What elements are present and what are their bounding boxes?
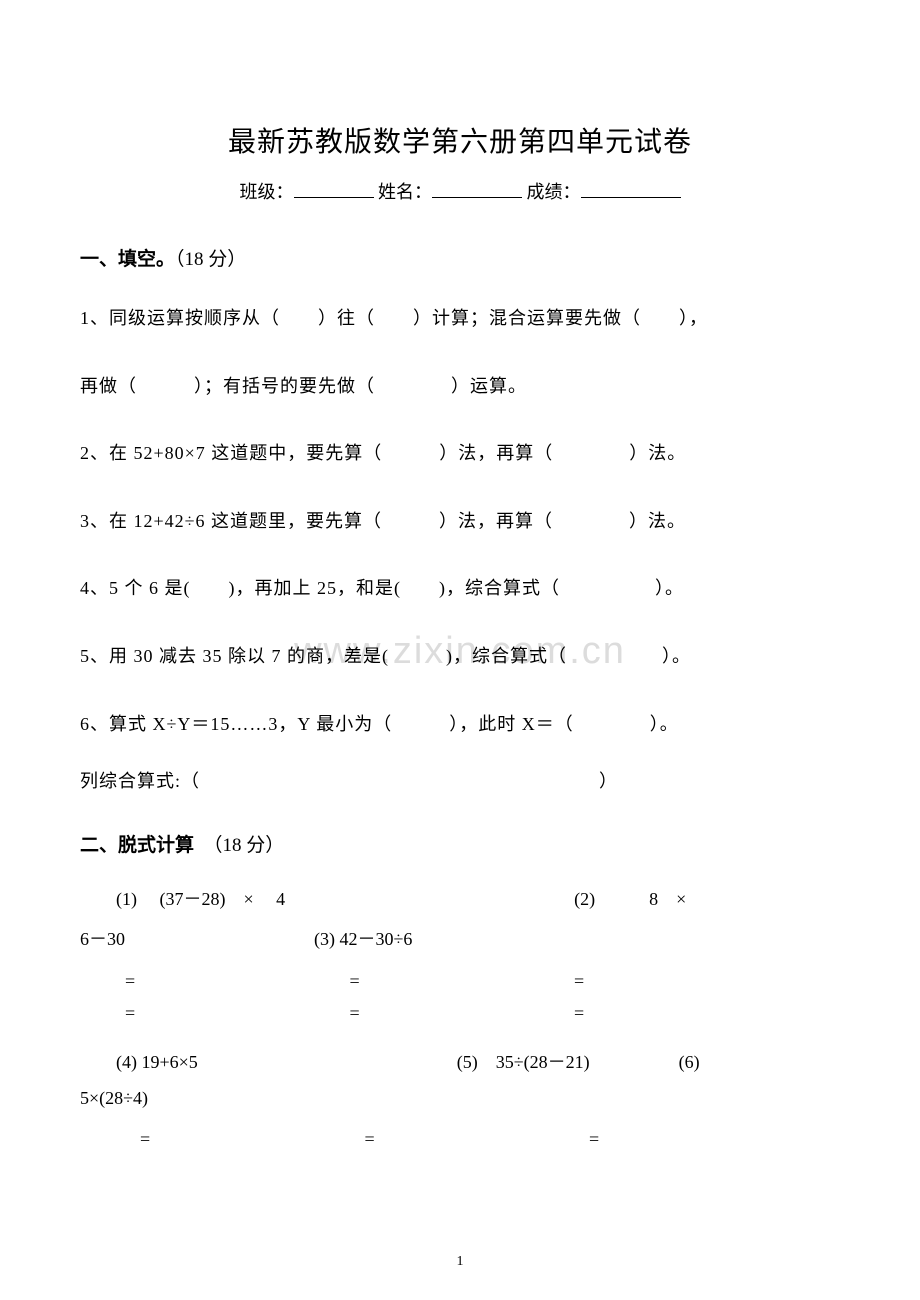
name-blank[interactable] [432, 178, 522, 198]
eq-1-1[interactable]: = [125, 965, 345, 997]
question-3: 3、在 12+42÷6 这道题里，要先算（ ）法，再算（ ）法。 [80, 502, 840, 542]
calc-row-4: 5×(28÷4) [80, 1088, 840, 1109]
score-blank[interactable] [581, 178, 681, 198]
student-info-line: 班级： 姓名： 成绩： [80, 178, 840, 204]
calc-row-1: (1) (37－28) × 4 (2) 8 × [80, 885, 840, 911]
eq-1-2[interactable]: = [350, 965, 570, 997]
section1-points: （18 分） [175, 249, 246, 270]
eq-3-2[interactable]: = [365, 1123, 585, 1155]
eq-row-2: = = = [125, 997, 840, 1029]
section2-points: （18 分） [213, 835, 284, 856]
class-label: 班级： [240, 182, 294, 202]
calc-row-2: 6－30 (3) 42－30÷6 [80, 925, 840, 951]
question-7: 列综合算式:（ ） [80, 762, 840, 802]
eq-3-1[interactable]: = [140, 1123, 360, 1155]
section2-heading: 二、脱式计算 [80, 835, 194, 856]
eq-row-3: = = = [140, 1123, 840, 1155]
score-label: 成绩： [527, 182, 581, 202]
eq-2-1[interactable]: = [125, 997, 345, 1029]
calc-item-1: (1) (37－28) × 4 [80, 889, 285, 909]
calc-item-2: (2) 8 × [574, 889, 686, 909]
calc-item-6: (6) [679, 1052, 700, 1072]
name-label: 姓名： [378, 182, 432, 202]
class-blank[interactable] [294, 178, 374, 198]
section1-heading: 一、填空。 [80, 249, 175, 270]
question-1a: 1、同级运算按顺序从（ ）往（ ）计算；混合运算要先做（ ）， [80, 299, 840, 339]
calc-item-6b: 5×(28÷4) [80, 1088, 148, 1108]
eq-3-3[interactable]: = [589, 1123, 809, 1155]
calc-item-4: (4) 19+6×5 [80, 1052, 198, 1072]
calc-block: (1) (37－28) × 4 (2) 8 × 6－30 (3) 42－30÷6… [80, 885, 840, 1155]
eq-2-3[interactable]: = [574, 997, 794, 1029]
page-content: 最新苏教版数学第六册第四单元试卷 班级： 姓名： 成绩： 一、填空。（18 分）… [80, 120, 840, 1155]
calc-row-3: (4) 19+6×5 (5) 35÷(28－21) (6) [80, 1048, 840, 1074]
question-2: 2、在 52+80×7 这道题中，要先算（ ）法，再算（ ）法。 [80, 434, 840, 474]
section2-title: 二、脱式计算 （18 分） [80, 830, 840, 857]
question-5: 5、用 30 减去 35 除以 7 的商，差是( )，综合算式（ ）。 [80, 637, 840, 677]
question-1b: 再做（ ）；有括号的要先做（ ）运算。 [80, 367, 840, 407]
eq-2-2[interactable]: = [350, 997, 570, 1029]
question-6: 6、算式 X÷Y＝15……3，Y 最小为（ ），此时 X＝（ ）。 [80, 705, 840, 745]
page-number: 1 [0, 1254, 920, 1270]
document-title: 最新苏教版数学第六册第四单元试卷 [80, 120, 840, 160]
calc-item-5: (5) 35÷(28－21) [457, 1052, 590, 1072]
calc-item-3: (3) 42－30÷6 [314, 929, 412, 949]
section1-title: 一、填空。（18 分） [80, 244, 840, 271]
question-4: 4、5 个 6 是( )，再加上 25，和是( )，综合算式（ ）。 [80, 569, 840, 609]
calc-item-2b: 6－30 [80, 929, 125, 949]
eq-1-3[interactable]: = [574, 965, 794, 997]
eq-row-1: = = = [125, 965, 840, 997]
